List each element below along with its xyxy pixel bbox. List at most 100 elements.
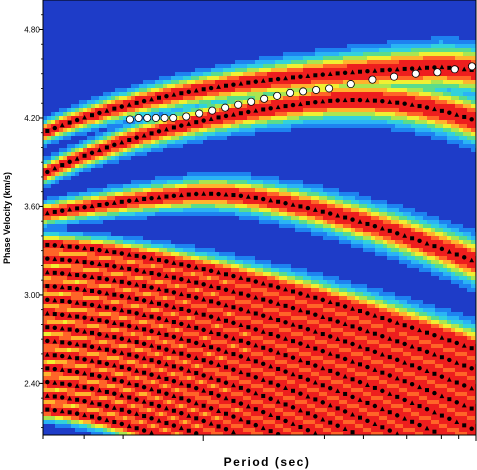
heatmap-cell	[175, 176, 180, 181]
heatmap-cell	[319, 20, 324, 25]
heatmap-cell	[211, 152, 216, 157]
heatmap-cell	[287, 16, 292, 21]
heatmap-cell	[363, 76, 368, 81]
heatmap-cell	[95, 176, 100, 181]
heatmap-cell	[231, 68, 236, 73]
heatmap-cell	[235, 4, 240, 9]
heatmap-cell	[155, 44, 160, 49]
heatmap-cell	[83, 88, 88, 93]
heatmap-cell	[315, 112, 320, 117]
heatmap-cell	[431, 32, 436, 37]
heatmap-cell	[67, 124, 72, 129]
heatmap-cell	[135, 88, 140, 93]
heatmap-cell	[355, 60, 360, 65]
heatmap-cell	[375, 68, 380, 73]
heatmap-cell	[411, 112, 416, 117]
heatmap-cell	[55, 132, 60, 137]
heatmap-cell	[435, 4, 440, 9]
heatmap-cell	[331, 52, 336, 57]
heatmap-cell	[459, 156, 464, 161]
heatmap-cell	[191, 104, 196, 109]
heatmap-cell	[331, 64, 336, 69]
heatmap-cell	[199, 120, 204, 125]
heatmap-cell	[195, 52, 200, 57]
heatmap-cell	[307, 84, 312, 89]
heatmap-cell	[123, 128, 128, 133]
heatmap-cell	[287, 4, 292, 9]
heatmap-cell	[143, 152, 148, 157]
heatmap-cell	[167, 40, 172, 45]
heatmap-cell	[131, 0, 136, 5]
heatmap-cell	[195, 36, 200, 41]
heatmap-cell	[451, 88, 456, 93]
heatmap-cell	[431, 116, 436, 121]
heatmap-cell	[447, 92, 452, 97]
heatmap-cell	[295, 88, 300, 93]
heatmap-cell	[411, 156, 416, 161]
heatmap-cell	[263, 120, 268, 125]
heatmap-cell	[443, 32, 448, 37]
heatmap-cell	[279, 24, 284, 29]
heatmap-cell	[79, 84, 84, 89]
heatmap-cell	[471, 4, 476, 9]
heatmap-cell	[123, 148, 128, 153]
heatmap-cell	[167, 52, 172, 57]
heatmap-cell	[79, 124, 84, 129]
heatmap-cell	[459, 64, 464, 69]
heatmap-cell	[363, 20, 368, 25]
heatmap-cell	[171, 28, 176, 33]
heatmap-cell	[407, 20, 412, 25]
heatmap-cell	[363, 44, 368, 49]
heatmap-cell	[219, 172, 224, 177]
heatmap-cell	[151, 28, 156, 33]
heatmap-cell	[175, 28, 180, 33]
heatmap-cell	[307, 132, 312, 137]
heatmap-cell	[151, 108, 156, 113]
heatmap-cell	[235, 52, 240, 57]
heatmap-cell	[439, 52, 444, 57]
heatmap-cell	[379, 56, 384, 61]
heatmap-cell	[319, 172, 324, 177]
heatmap-cell	[43, 176, 48, 181]
heatmap-cell	[435, 140, 440, 145]
heatmap-cell	[419, 52, 424, 57]
heatmap-cell	[291, 56, 296, 61]
heatmap-cell	[303, 156, 308, 161]
heatmap-cell	[275, 12, 280, 17]
heatmap-cell	[363, 40, 368, 45]
heatmap-cell	[431, 148, 436, 153]
heatmap-cell	[71, 96, 76, 101]
heatmap-cell	[459, 176, 464, 181]
heatmap-cell	[55, 24, 60, 29]
heatmap-cell	[335, 136, 340, 141]
heatmap-cell	[303, 152, 308, 157]
heatmap-cell	[267, 100, 272, 105]
heatmap-cell	[291, 48, 296, 53]
heatmap-cell	[299, 132, 304, 137]
heatmap-cell	[51, 12, 56, 17]
heatmap-cell	[407, 144, 412, 149]
heatmap-cell	[51, 36, 56, 41]
heatmap-cell	[251, 160, 256, 165]
heatmap-cell	[375, 180, 380, 185]
heatmap-cell	[159, 140, 164, 145]
heatmap-cell	[419, 24, 424, 29]
heatmap-cell	[59, 52, 64, 57]
heatmap-cell	[271, 76, 276, 81]
heatmap-cell	[203, 24, 208, 29]
heatmap-cell	[355, 48, 360, 53]
heatmap-cell	[303, 148, 308, 153]
heatmap-cell	[79, 168, 84, 173]
heatmap-cell	[179, 160, 184, 165]
heatmap-cell	[307, 12, 312, 17]
heatmap-cell	[259, 72, 264, 77]
heatmap-cell	[259, 120, 264, 125]
heatmap-cell	[351, 148, 356, 153]
heatmap-cell	[371, 48, 376, 53]
heatmap-cell	[307, 80, 312, 85]
heatmap-cell	[387, 112, 392, 117]
heatmap-cell	[263, 28, 268, 33]
heatmap-cell	[171, 44, 176, 49]
heatmap-cell	[63, 168, 68, 173]
heatmap-cell	[227, 48, 232, 53]
